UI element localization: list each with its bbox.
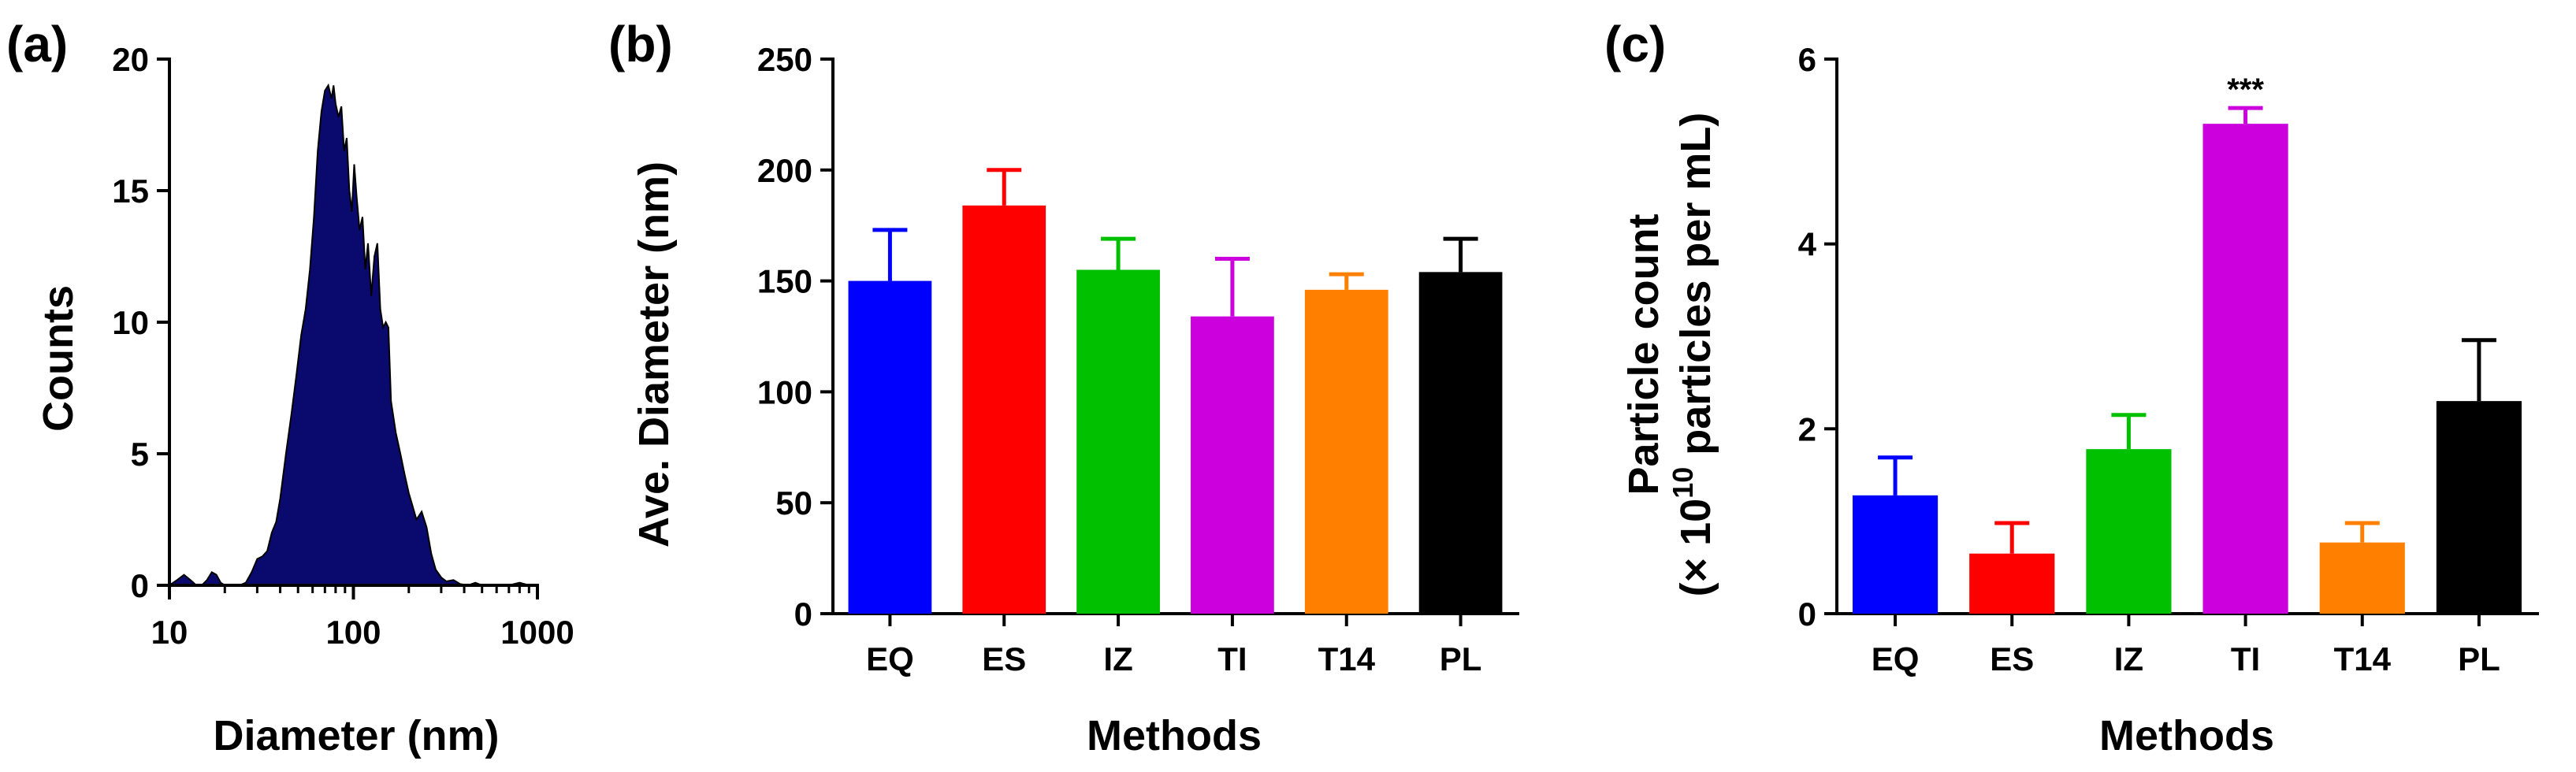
panel-b-y-tick-label: 0 [794,596,812,633]
panel-c-y-tick-label: 6 [1798,41,1816,78]
panel-b-bar-pl [1418,272,1503,614]
panel-c-significance-marker: *** [2227,72,2264,107]
panel-b-x-tick-label: ES [982,640,1026,677]
panel-a-x-tick-label: 100 [325,614,381,651]
panel-c-y-tick-label: 4 [1798,226,1817,263]
panel-a-y-tick-label: 0 [131,567,149,604]
panel-c-bar-t14 [2319,542,2405,614]
panel-c-bar-iz [2086,449,2172,614]
panel-a-histogram: (a) 0 5 10 15 20 10 100 1000 Diameter (nm) Coun… [6,16,574,759]
panel-c-x-tick-label: EQ [1872,640,1920,677]
panel-b-bar-ti [1191,316,1274,614]
panel-a-x-tick-label: 10 [151,614,188,651]
panel-a-y-tick-label: 20 [112,41,149,78]
panel-c-x-tick-label: IZ [2114,640,2143,677]
panel-b-xlabel: Methods [1087,712,1262,759]
panel-b-y-tick-label: 250 [757,41,812,78]
panel-a-label: (a) [6,16,68,72]
panel-b-plot: 0 50 100 150 200 250 EQ ES IZ TI T14 PL [757,41,1519,677]
panel-b-x-tick-label: IZ [1103,640,1132,677]
panel-c-ylabel-line1: Particle count [1620,213,1667,495]
panel-b-bar-chart: (b) 0 50 100 150 200 250 EQ ES IZ TI T14 PL Methods… [608,16,1519,759]
panel-a-y-tick-label: 10 [112,304,149,341]
panel-b-y-tick-label: 50 [775,484,812,521]
panel-b-bar-eq [848,280,932,614]
panel-a-xlabel: Diameter (nm) [213,712,499,759]
panel-b-label: (b) [608,16,673,72]
panel-c-xlabel: Methods [2099,712,2274,759]
panel-c-ylabel-line2: (× 1010 particles per mL) [1667,113,1719,597]
panel-a-plot: 0 5 10 15 20 10 100 1000 [112,41,574,651]
panel-b-y-tick-label: 200 [757,152,812,189]
panel-b-x-tick-label: TI [1217,640,1247,677]
panel-c-x-tick-label: ES [1990,640,2034,677]
panel-c-y-tick-label: 0 [1798,596,1816,633]
panel-c-bar-pl [2436,401,2522,614]
panel-c-plot: 0 2 4 6 EQ ES IZ TI *** T14 PL [1798,41,2539,677]
panel-b-bar-t14 [1304,289,1388,614]
panel-a-ylabel: Counts [35,285,82,432]
panel-b-x-tick-label: PL [1440,640,1482,677]
histogram-area [166,83,537,587]
panel-b-y-tick-label: 100 [757,373,812,410]
panel-c-label: (c) [1604,16,1666,72]
panel-c-bar-chart: (c) 0 2 4 6 EQ ES IZ TI *** T14 PL Methods Particl… [1604,16,2539,759]
panel-a-x-tick-label: 1000 [500,614,574,651]
panel-c-x-tick-label: PL [2458,640,2500,677]
panel-c-x-tick-label: T14 [2334,640,2392,677]
panel-b-bar-iz [1076,269,1160,614]
panel-b-x-tick-label: T14 [1318,640,1376,677]
panel-c-bar-ti [2202,124,2288,614]
panel-c-bar-es [1969,553,2055,614]
panel-b-x-tick-label: EQ [866,640,914,677]
panel-a-y-tick-label: 15 [112,173,149,210]
panel-c-ylabel-line2-sup: 10 [1667,467,1699,499]
panel-c-bar-eq [1853,495,1939,614]
panel-c-ylabel-line2-pre: (× 10 [1672,499,1719,597]
panel-b-y-tick-label: 150 [757,263,812,300]
panel-b-bar-es [962,205,1046,614]
panel-c-ylabel-line2-post: particles per mL) [1672,113,1719,467]
panel-c-x-tick-label: TI [2231,640,2260,677]
panel-c-y-tick-label: 2 [1798,410,1816,447]
panel-b-ylabel: Ave. Diameter (nm) [630,161,678,547]
panel-a-y-tick-label: 5 [131,436,149,473]
